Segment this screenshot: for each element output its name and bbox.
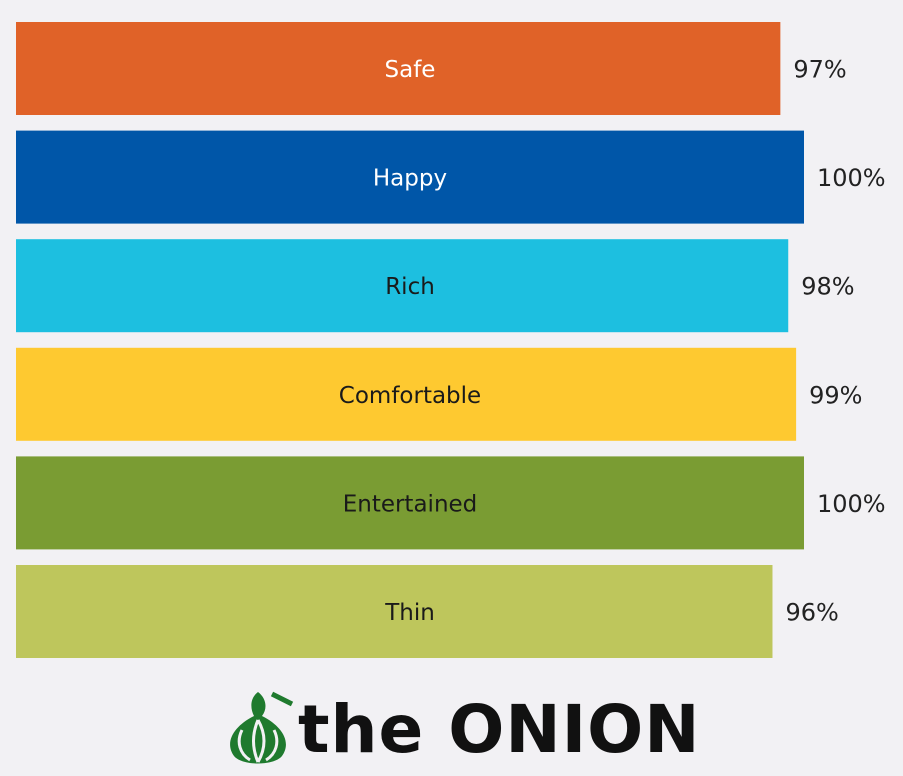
- value-label: 98%: [801, 273, 854, 301]
- value-label: 97%: [793, 56, 846, 84]
- bar: [16, 347, 797, 441]
- bar: [16, 456, 804, 550]
- value-label: 96%: [785, 599, 838, 627]
- value-label: 99%: [809, 381, 862, 409]
- bar: [16, 22, 781, 115]
- bar: [16, 130, 804, 224]
- category-label: Entertained: [343, 491, 478, 517]
- value-label: 100%: [817, 490, 886, 518]
- category-label: Happy: [373, 166, 447, 192]
- category-label: Safe: [385, 57, 436, 83]
- bar: [16, 239, 789, 333]
- onion-icon: [230, 691, 294, 764]
- category-label: Thin: [384, 600, 435, 626]
- brand-logo: the ONION: [298, 691, 701, 768]
- bar: [16, 565, 773, 658]
- value-label: 100%: [817, 164, 886, 192]
- category-label: Comfortable: [339, 383, 481, 409]
- category-label: Rich: [385, 274, 435, 300]
